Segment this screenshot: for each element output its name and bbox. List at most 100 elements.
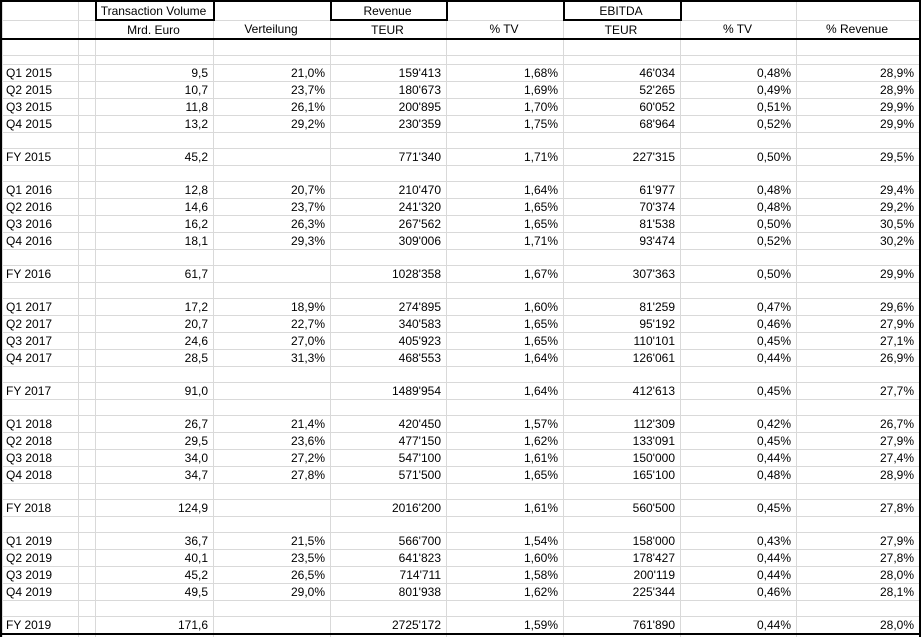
column-header[interactable]: % Revenue <box>796 19 919 40</box>
value-cell[interactable]: 29,2% <box>796 198 919 216</box>
value-cell[interactable]: 180'673 <box>330 81 447 99</box>
value-cell[interactable]: 0,50% <box>680 148 797 166</box>
empty-cell[interactable] <box>213 366 331 383</box>
empty-cell[interactable] <box>680 399 797 416</box>
period-label-cell[interactable]: FY 2015 <box>2 148 79 166</box>
value-cell[interactable]: 27,1% <box>796 332 919 350</box>
period-label-cell[interactable]: Q4 2016 <box>2 232 79 250</box>
empty-cell[interactable] <box>446 38 564 56</box>
period-label-cell[interactable]: Q4 2018 <box>2 466 79 484</box>
empty-cell[interactable] <box>95 399 214 416</box>
empty-cell[interactable] <box>78 38 96 56</box>
value-cell[interactable]: 1,67% <box>446 265 564 283</box>
value-cell[interactable]: 0,46% <box>680 315 797 333</box>
empty-cell[interactable] <box>563 165 681 182</box>
empty-cell[interactable] <box>78 181 96 199</box>
period-label-cell[interactable]: FY 2016 <box>2 265 79 283</box>
empty-cell[interactable] <box>446 132 564 149</box>
value-cell[interactable]: 0,48% <box>680 198 797 216</box>
value-cell[interactable]: 1,57% <box>446 415 564 433</box>
empty-cell[interactable] <box>563 132 681 149</box>
empty-cell[interactable] <box>95 55 214 65</box>
period-label-cell[interactable]: FY 2017 <box>2 382 79 400</box>
empty-cell[interactable] <box>213 165 331 182</box>
empty-cell[interactable] <box>78 466 96 484</box>
value-cell[interactable]: 24,6 <box>95 332 214 350</box>
value-cell[interactable]: 210'470 <box>330 181 447 199</box>
empty-cell[interactable] <box>2 165 79 182</box>
value-cell[interactable]: 28,9% <box>796 81 919 99</box>
period-label-cell[interactable]: Q2 2016 <box>2 198 79 216</box>
empty-cell[interactable] <box>2 38 79 56</box>
value-cell[interactable]: 1489'954 <box>330 382 447 400</box>
empty-cell[interactable] <box>78 198 96 216</box>
empty-cell[interactable] <box>330 399 447 416</box>
value-cell[interactable]: 70'374 <box>563 198 681 216</box>
empty-cell[interactable] <box>78 566 96 584</box>
empty-cell[interactable] <box>563 249 681 266</box>
period-label-cell[interactable]: FY 2018 <box>2 499 79 517</box>
value-cell[interactable]: 36,7 <box>95 532 214 550</box>
value-cell[interactable] <box>213 499 331 517</box>
empty-cell[interactable] <box>796 516 919 533</box>
empty-cell[interactable] <box>680 366 797 383</box>
empty-cell[interactable] <box>563 516 681 533</box>
empty-cell[interactable] <box>796 38 919 56</box>
value-cell[interactable]: 28,5 <box>95 349 214 367</box>
empty-cell[interactable] <box>2 0 79 21</box>
empty-cell[interactable] <box>78 19 96 40</box>
value-cell[interactable]: 28,0% <box>796 616 919 635</box>
value-cell[interactable]: 2725'172 <box>330 616 447 635</box>
value-cell[interactable]: 468'553 <box>330 349 447 367</box>
value-cell[interactable]: 133'091 <box>563 432 681 450</box>
empty-cell[interactable] <box>680 249 797 266</box>
period-label-cell[interactable]: Q4 2015 <box>2 115 79 133</box>
empty-cell[interactable] <box>330 483 447 500</box>
value-cell[interactable]: 0,47% <box>680 298 797 316</box>
empty-cell[interactable] <box>796 483 919 500</box>
value-cell[interactable]: 0,50% <box>680 215 797 233</box>
empty-cell[interactable] <box>2 516 79 533</box>
value-cell[interactable]: 547'100 <box>330 449 447 467</box>
empty-cell[interactable] <box>796 249 919 266</box>
empty-cell[interactable] <box>78 449 96 467</box>
period-label-cell[interactable]: Q3 2017 <box>2 332 79 350</box>
empty-cell[interactable] <box>78 165 96 182</box>
value-cell[interactable]: 17,2 <box>95 298 214 316</box>
empty-cell[interactable] <box>213 483 331 500</box>
empty-cell[interactable] <box>213 55 331 65</box>
empty-cell[interactable] <box>680 165 797 182</box>
value-cell[interactable]: 20,7% <box>213 181 331 199</box>
value-cell[interactable]: 21,5% <box>213 532 331 550</box>
empty-cell[interactable] <box>78 616 96 635</box>
value-cell[interactable]: 165'100 <box>563 466 681 484</box>
value-cell[interactable]: 27,9% <box>796 532 919 550</box>
value-cell[interactable]: 0,48% <box>680 466 797 484</box>
value-cell[interactable] <box>213 265 331 283</box>
empty-cell[interactable] <box>213 0 331 21</box>
column-header[interactable]: TEUR <box>563 19 681 40</box>
empty-cell[interactable] <box>796 165 919 182</box>
value-cell[interactable]: 274'895 <box>330 298 447 316</box>
empty-cell[interactable] <box>563 282 681 299</box>
empty-cell[interactable] <box>446 483 564 500</box>
value-cell[interactable]: 68'964 <box>563 115 681 133</box>
empty-cell[interactable] <box>796 399 919 416</box>
empty-cell[interactable] <box>78 549 96 567</box>
period-label-cell[interactable]: Q3 2018 <box>2 449 79 467</box>
value-cell[interactable]: 23,7% <box>213 81 331 99</box>
value-cell[interactable]: 93'474 <box>563 232 681 250</box>
value-cell[interactable]: 200'895 <box>330 98 447 116</box>
empty-cell[interactable] <box>796 55 919 65</box>
value-cell[interactable]: 81'538 <box>563 215 681 233</box>
value-cell[interactable] <box>213 616 331 635</box>
value-cell[interactable]: 95'192 <box>563 315 681 333</box>
value-cell[interactable]: 27,9% <box>796 432 919 450</box>
period-label-cell[interactable]: Q3 2015 <box>2 98 79 116</box>
period-label-cell[interactable]: Q1 2018 <box>2 415 79 433</box>
column-group-header[interactable]: Revenue <box>329 0 448 21</box>
empty-cell[interactable] <box>680 483 797 500</box>
empty-cell[interactable] <box>78 415 96 433</box>
empty-cell[interactable] <box>2 600 79 617</box>
empty-cell[interactable] <box>330 366 447 383</box>
